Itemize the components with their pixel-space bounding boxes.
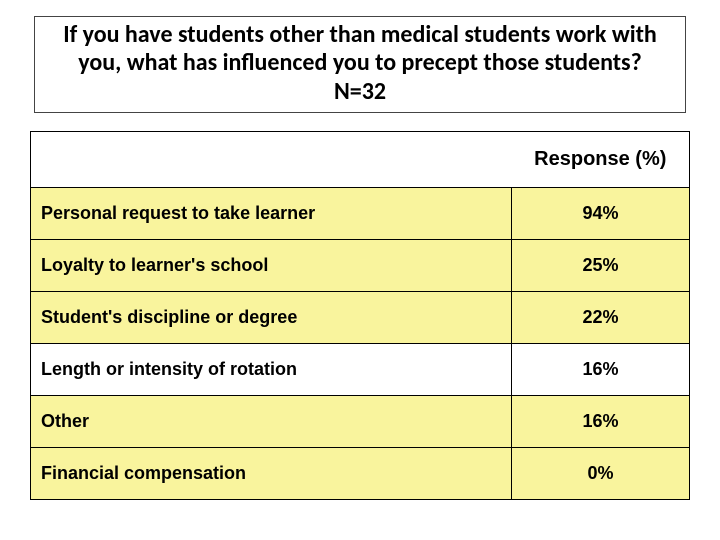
response-table: Response (%) Personal request to take le…: [30, 131, 690, 500]
row-value: 0%: [512, 447, 690, 499]
table-row: Length or intensity of rotation 16%: [31, 343, 690, 395]
row-value: 22%: [512, 291, 690, 343]
row-label: Financial compensation: [31, 447, 512, 499]
table-header-blank: [31, 131, 512, 187]
table-row: Financial compensation 0%: [31, 447, 690, 499]
slide-title: If you have students other than medical …: [34, 16, 686, 113]
row-label: Length or intensity of rotation: [31, 343, 512, 395]
row-value: 16%: [512, 343, 690, 395]
slide-container: If you have students other than medical …: [0, 0, 720, 540]
table-row: Loyalty to learner's school 25%: [31, 239, 690, 291]
table-header-value: Response (%): [512, 131, 690, 187]
table-row: Other 16%: [31, 395, 690, 447]
title-line-2: you, what has influenced you to precept …: [78, 48, 642, 77]
table-row: Personal request to take learner 94%: [31, 187, 690, 239]
row-label: Loyalty to learner's school: [31, 239, 512, 291]
row-label: Other: [31, 395, 512, 447]
row-value: 94%: [512, 187, 690, 239]
title-line-3: N=32: [334, 77, 386, 106]
row-value: 25%: [512, 239, 690, 291]
row-label: Personal request to take learner: [31, 187, 512, 239]
row-value: 16%: [512, 395, 690, 447]
table-header-row: Response (%): [31, 131, 690, 187]
row-label: Student's discipline or degree: [31, 291, 512, 343]
title-line-1: If you have students other than medical …: [63, 20, 657, 49]
table-row: Student's discipline or degree 22%: [31, 291, 690, 343]
